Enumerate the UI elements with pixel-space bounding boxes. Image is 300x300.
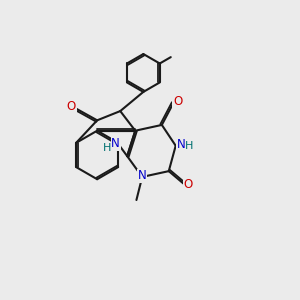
Text: O: O bbox=[173, 95, 182, 108]
Text: O: O bbox=[67, 100, 76, 113]
Text: H: H bbox=[185, 141, 194, 151]
Text: H: H bbox=[103, 142, 112, 153]
Text: N: N bbox=[138, 169, 147, 182]
Text: O: O bbox=[183, 178, 193, 191]
Text: N: N bbox=[176, 138, 185, 151]
Text: N: N bbox=[111, 137, 120, 150]
